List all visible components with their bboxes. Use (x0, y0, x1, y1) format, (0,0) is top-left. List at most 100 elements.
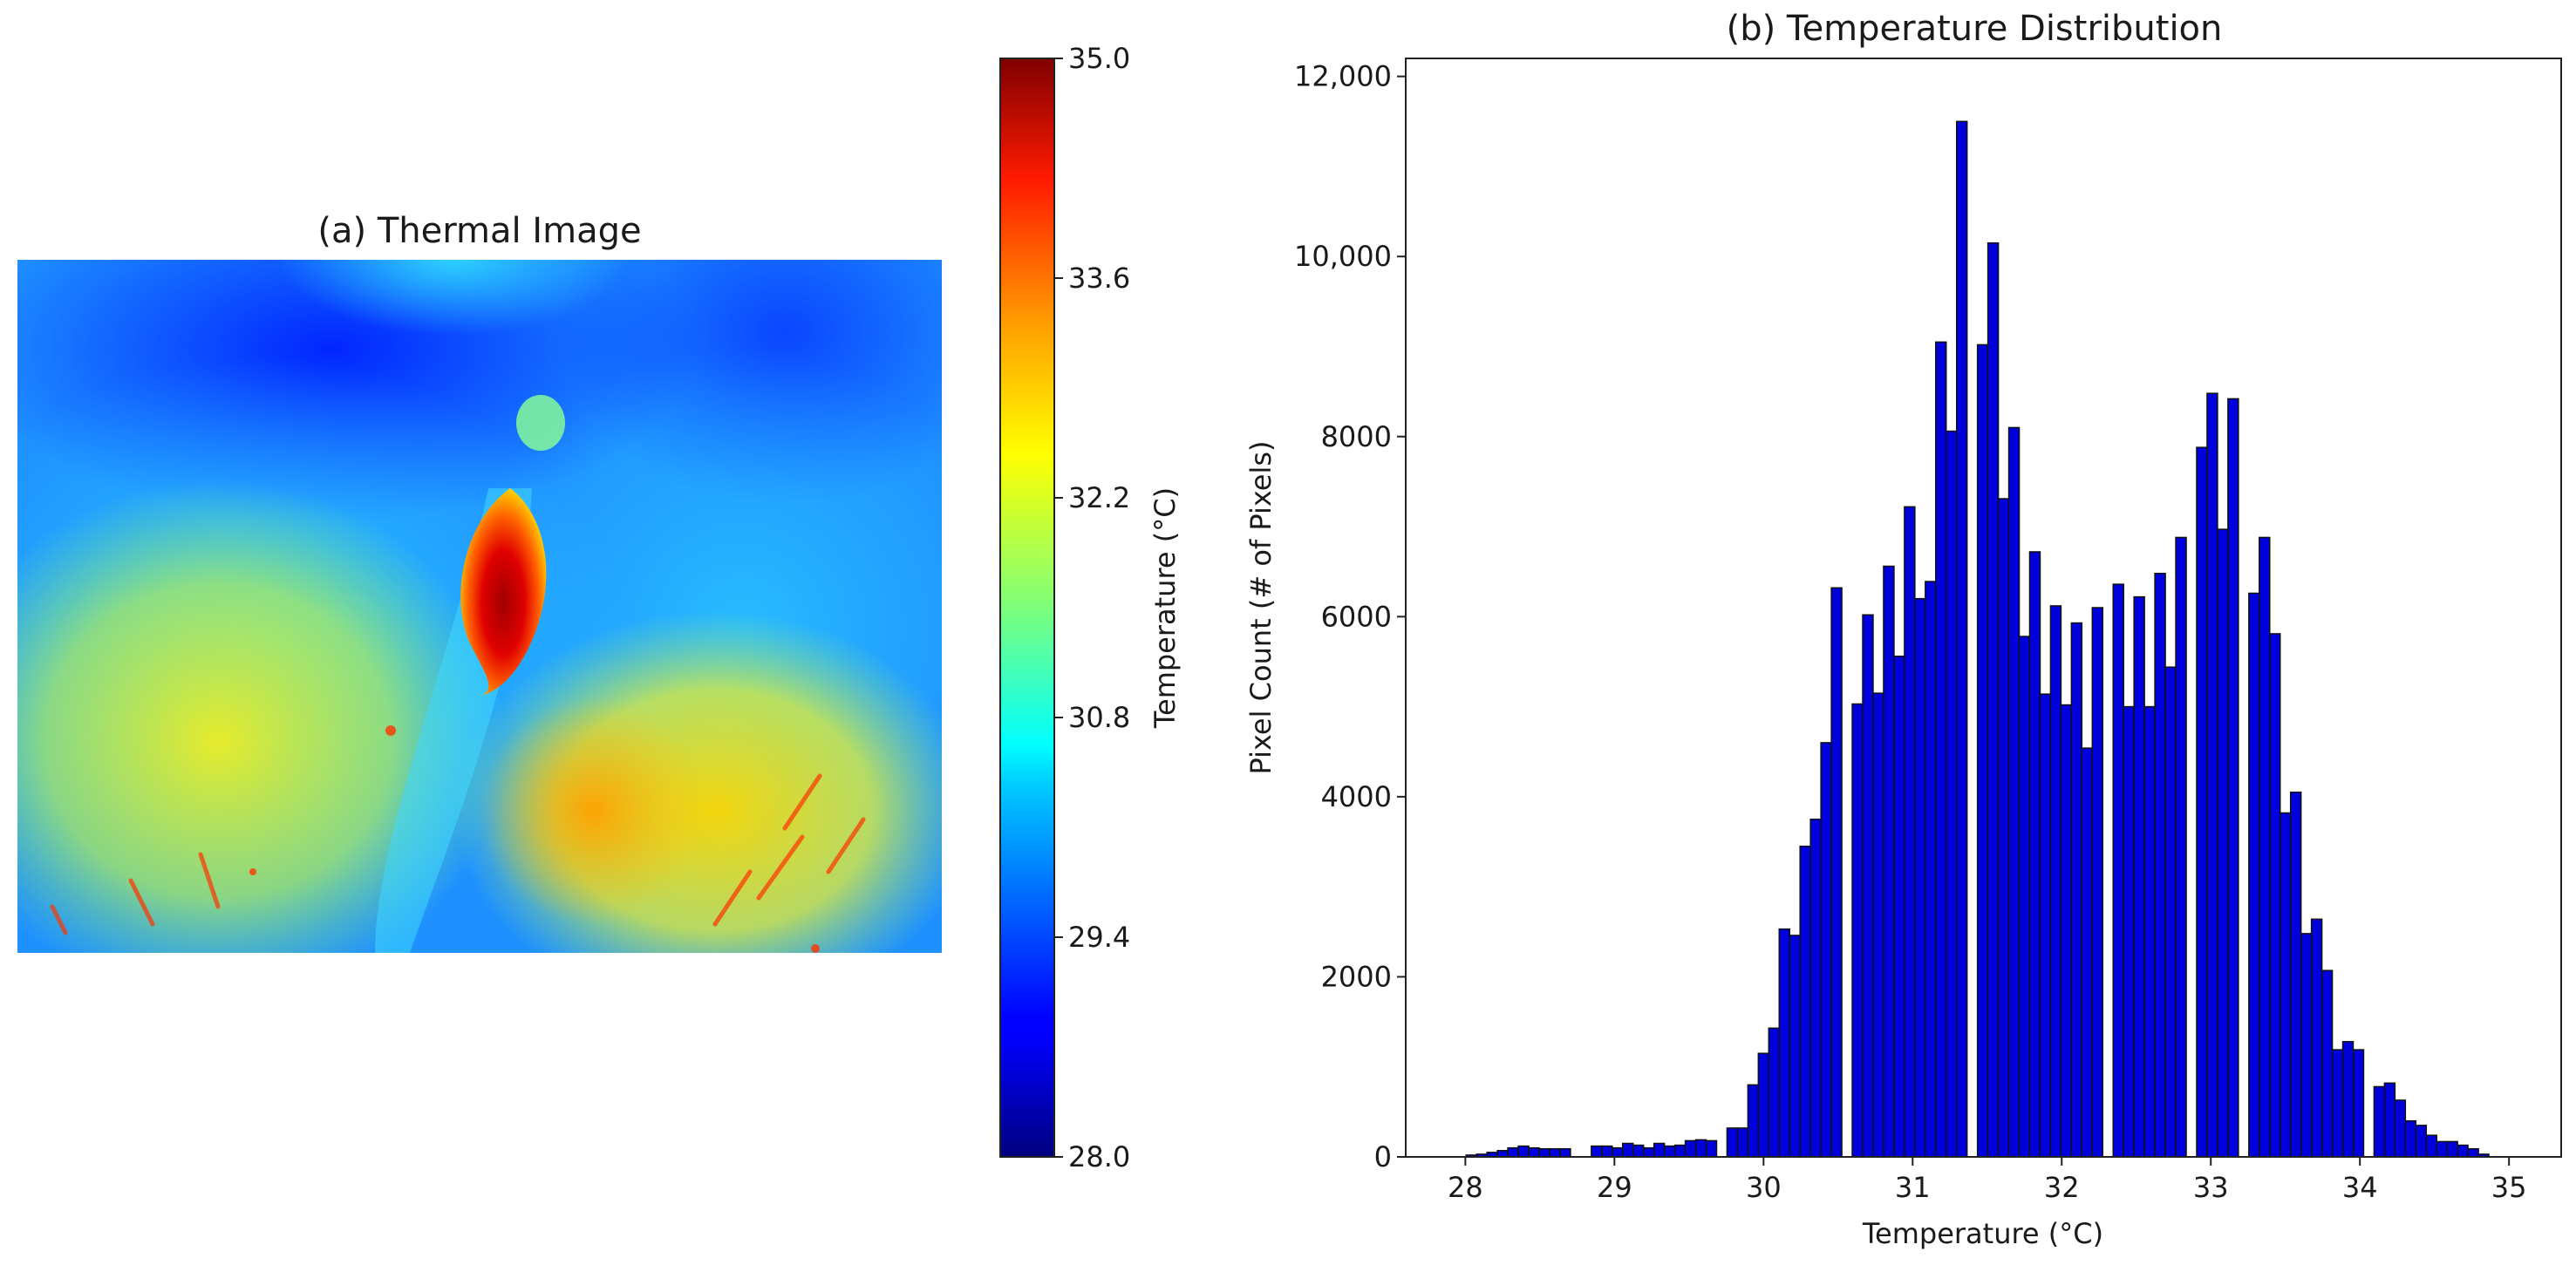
histogram-bar (2164, 666, 2177, 1158)
histogram-bar (2206, 392, 2218, 1158)
histogram-bar (2081, 747, 2094, 1158)
histogram-bar (2289, 791, 2302, 1158)
histogram-bar (1946, 430, 1958, 1158)
histogram-bar (2049, 605, 2062, 1158)
y-tick-label: 0 (1374, 1140, 1392, 1173)
histogram-bar (1684, 1139, 1697, 1158)
histogram-bar (2404, 1119, 2417, 1158)
histogram-bar (1789, 935, 1801, 1158)
histogram-bar (1726, 1127, 1739, 1158)
histogram-bar (2331, 1049, 2344, 1158)
histogram-bar (2175, 536, 2187, 1158)
histogram-bar (2143, 705, 2156, 1158)
histogram-bar (1517, 1145, 1530, 1158)
histogram-bar (2310, 918, 2323, 1158)
histogram-bar (1883, 565, 1895, 1158)
histogram-bar (2320, 969, 2334, 1158)
histogram-bar (2394, 1099, 2407, 1158)
colorbar-tick-label: 29.4 (1068, 921, 1130, 954)
histogram-bar (1799, 845, 1811, 1158)
histogram-bar (2007, 426, 2021, 1158)
histogram-bar (2415, 1125, 2428, 1158)
histogram-bars (1465, 120, 2490, 1158)
y-tick-label: 6000 (1321, 600, 1392, 633)
thermal-image (17, 260, 942, 953)
histogram-bar (1642, 1146, 1655, 1158)
histogram-bar (1549, 1147, 1561, 1158)
x-tick-label: 29 (1597, 1171, 1632, 1204)
histogram-bar (1632, 1144, 1645, 1158)
y-tick-label: 12,000 (1294, 60, 1392, 93)
histogram-bar (1809, 818, 1822, 1158)
histogram-bar (2341, 1041, 2355, 1158)
colorbar-tick-label: 33.6 (1068, 262, 1130, 295)
histogram-bar (2112, 583, 2124, 1158)
x-tick-label: 33 (2193, 1171, 2229, 1204)
histogram-bar (2217, 528, 2229, 1158)
histogram-bar (2373, 1085, 2386, 1158)
histogram-bar (2060, 704, 2073, 1158)
histogram-bar (1987, 241, 2000, 1158)
histogram-bar (2123, 705, 2135, 1158)
histogram-bar (1747, 1084, 1760, 1158)
histogram-bar (1694, 1139, 1707, 1158)
histogram-bar (1862, 614, 1874, 1158)
histogram-bar (1768, 1027, 1781, 1158)
histogram-bar (2133, 595, 2145, 1158)
histogram-bar (1976, 343, 1989, 1158)
colorbar: 35.0 33.6 32.2 30.8 29.4 28.0 Temperature (°C… (999, 42, 1182, 1173)
colorbar-tick-label: 30.8 (1068, 701, 1130, 734)
histogram-bar (1736, 1127, 1749, 1158)
histogram-bar (1673, 1144, 1687, 1158)
histogram-bar (1914, 597, 1926, 1158)
x-tick-label: 35 (2491, 1171, 2527, 1204)
histogram-bar (1559, 1147, 1571, 1158)
histogram-bar (1507, 1146, 1519, 1158)
x-tick-label: 32 (2044, 1171, 2080, 1204)
histogram-bar (1904, 506, 1916, 1158)
histogram-bar (2018, 636, 2031, 1158)
histogram-axes-frame (1405, 58, 2562, 1158)
histogram-bar (2269, 633, 2281, 1158)
histogram-bar (1496, 1150, 1509, 1158)
colorbar-tick-label: 32.2 (1068, 481, 1130, 514)
histogram-bar (1528, 1146, 1540, 1158)
y-tick-label: 2000 (1321, 960, 1392, 993)
colorbar-ticks: 35.0 33.6 32.2 30.8 29.4 28.0 (1054, 42, 1130, 1173)
y-tick-label: 10,000 (1294, 240, 1392, 273)
histogram-bar (2070, 622, 2083, 1158)
colorbar-tick-label: 35.0 (1068, 42, 1130, 75)
histogram-bar (2028, 551, 2041, 1158)
histogram-bar (2227, 398, 2239, 1158)
histogram-bar (2352, 1049, 2365, 1158)
histogram-bar (1612, 1146, 1624, 1158)
histogram-x-label: Temperature (°C) (1862, 1217, 2103, 1250)
histogram-bar (1705, 1139, 1718, 1158)
histogram-bar (1820, 742, 1832, 1158)
histogram-bar (1778, 928, 1790, 1158)
histogram-bar (1757, 1052, 1770, 1158)
histogram-bar (2196, 446, 2208, 1158)
histogram-y-ticks: 0 2000 4000 6000 8000 10,000 12,000 (1294, 60, 1406, 1173)
histogram-bar (1925, 581, 1937, 1158)
y-tick-label: 4000 (1321, 780, 1392, 813)
histogram-bar (2436, 1140, 2448, 1158)
x-tick-label: 34 (2342, 1171, 2378, 1204)
histogram-bar (2467, 1147, 2479, 1158)
histogram-bar (1872, 692, 1884, 1158)
histogram-bar (2248, 592, 2260, 1158)
histogram-bar (1622, 1142, 1634, 1158)
histogram-bar (1997, 498, 2010, 1158)
thermal-image-title: (a) Thermal Image (317, 211, 641, 251)
histogram-bar (2279, 812, 2292, 1158)
histogram-bar (1893, 656, 1905, 1158)
histogram-y-label: Pixel Count (# of Pixels) (1244, 440, 1278, 774)
histogram-bar (1851, 703, 1864, 1158)
histogram-bar (2457, 1144, 2469, 1158)
colorbar-tick-label: 28.0 (1068, 1140, 1130, 1173)
x-tick-label: 28 (1448, 1171, 1483, 1204)
histogram-bar (2425, 1134, 2437, 1158)
histogram-bar (1935, 341, 1947, 1158)
histogram-title: (b) Temperature Distribution (1727, 9, 2223, 49)
